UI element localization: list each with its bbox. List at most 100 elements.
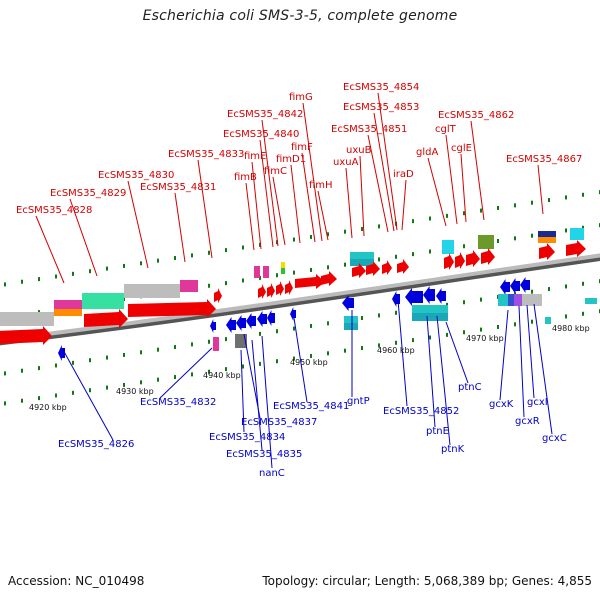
scale-label-4980: 4980 kbp [552,324,590,333]
gene-label-gcxK[interactable]: gcxK [489,399,514,410]
gene-label-uxuB[interactable]: uxuB [346,145,372,156]
feature-forward-arrow [295,274,325,289]
gene-label-gntP[interactable]: gntP [347,396,370,407]
feature-cyan-block [498,294,508,306]
feature-forward-arrow [366,261,380,276]
gene-label-ptnE[interactable]: ptnE [426,426,449,437]
gene-label-cglT[interactable]: cglT [435,124,457,135]
feature-reverse-arrow [500,279,510,295]
gene-label-EcSMS35_4830[interactable]: EcSMS35_4830 [98,170,174,181]
gene-label-EcSMS35_4840[interactable]: EcSMS35_4840 [223,129,299,140]
leader-line [197,159,213,259]
gene-label-fimG[interactable]: fimG [289,92,313,103]
reverse-gene-labels: EcSMS35_4826 EcSMS35_4832 EcSMS35_4834 E… [58,382,567,479]
feature-teal-block [350,259,374,266]
leader-line [251,339,263,451]
gene-label-fimB[interactable]: fimB [234,172,257,183]
scale-label-4930: 4930 kbp [116,387,154,396]
leader-line [61,347,114,441]
leader-line [69,198,98,277]
leader-line [345,167,353,239]
feature-forward-arrow [397,259,409,274]
track-dot-inner-bottom [361,316,363,321]
feature-teal-block [344,323,358,330]
track-dot-outer-bottom [72,390,74,395]
track-dot-inner-top [276,273,278,278]
track-dot-inner-bottom [4,371,6,376]
track-dot-outer-bottom [191,372,193,377]
track-dot-outer-bottom [208,369,210,374]
track-dot-inner-top [531,233,533,238]
gene-label-iraD[interactable]: iraD [393,169,414,180]
track-dot-outer-top [259,242,261,247]
track-dot-inner-bottom [208,339,210,344]
gene-label-EcSMS35_4852[interactable]: EcSMS35_4852 [383,406,459,417]
feature-forward-arrow [285,280,293,295]
gene-label-EcSMS35_4853[interactable]: EcSMS35_4853 [343,102,419,113]
gene-label-fimE[interactable]: fimE [244,151,266,162]
feature-pink-band [54,300,82,310]
track-dot-inner-top [463,244,465,249]
feature-pink-band [180,280,198,292]
leader-line [159,347,213,399]
track-dot-inner-bottom [565,284,567,289]
gene-label-EcSMS35_4862[interactable]: EcSMS35_4862 [438,110,514,121]
feature-pink-block [213,337,219,351]
gene-label-nanC[interactable]: nanC [259,468,285,479]
gene-label-fimH[interactable]: fimH [309,180,333,191]
gene-label-ptnK[interactable]: ptnK [441,444,465,455]
gene-label-ptnC[interactable]: ptnC [458,382,482,393]
track-dot-outer-bottom [378,343,380,348]
gene-label-EcSMS35_4832[interactable]: EcSMS35_4832 [140,397,216,408]
track-dot-outer-bottom [531,319,533,324]
map-title: Escherichia coli SMS-3-5, complete genom… [142,8,458,24]
gene-label-EcSMS35_4831[interactable]: EcSMS35_4831 [140,182,216,193]
gene-label-EcSMS35_4851[interactable]: EcSMS35_4851 [331,124,407,135]
track-dot-outer-bottom [38,396,40,401]
track-dot-outer-top [106,266,108,271]
gene-label-EcSMS35_4867[interactable]: EcSMS35_4867 [506,154,582,165]
track-dot-outer-top [225,248,227,253]
gene-label-gldA[interactable]: gldA [416,147,438,158]
track-dot-outer-top [38,277,40,282]
track-dot-outer-top [4,282,6,287]
gene-label-fimF[interactable]: fimF [291,142,313,153]
gene-label-EcSMS35_4834[interactable]: EcSMS35_4834 [209,432,285,443]
feature-forward-arrow [352,263,366,278]
track-dot-inner-top [293,270,295,275]
gene-label-fimC[interactable]: fimC [264,166,287,177]
track-dot-inner-bottom [174,345,176,350]
gene-label-EcSMS35_4837[interactable]: EcSMS35_4837 [241,417,317,428]
gene-label-uxuA[interactable]: uxuA [333,157,359,168]
gene-label-EcSMS35_4841[interactable]: EcSMS35_4841 [273,401,349,412]
gene-label-EcSMS35_4833[interactable]: EcSMS35_4833 [168,149,244,160]
gene-label-fimD1[interactable]: fimD1 [276,154,306,165]
leader-line [359,155,365,237]
gene-label-gcxR[interactable]: gcxR [515,416,540,427]
gene-label-EcSMS35_4842[interactable]: EcSMS35_4842 [227,109,303,120]
track-dot-inner-bottom [463,300,465,305]
gene-label-EcSMS35_4854[interactable]: EcSMS35_4854 [343,82,419,93]
gene-label-EcSMS35_4835[interactable]: EcSMS35_4835 [226,449,302,460]
gene-label-cglE[interactable]: cglE [451,143,472,154]
track-dot-outer-bottom [582,311,584,316]
scale-labels: 4920 kbp 4930 kbp 4940 kbp 4950 kbp 4960… [29,324,590,412]
feature-green-block [281,268,285,274]
track-dot-outer-top [89,269,91,274]
track-dot-outer-bottom [480,327,482,332]
track-dot-outer-bottom [497,324,499,329]
gene-label-EcSMS35_4829[interactable]: EcSMS35_4829 [50,188,126,199]
gene-label-EcSMS35_4826[interactable]: EcSMS35_4826 [58,439,134,450]
track-dot-outer-bottom [361,346,363,351]
track-dot-inner-bottom [72,360,74,365]
gene-label-gcxC[interactable]: gcxC [542,433,567,444]
scale-label-4940: 4940 kbp [203,371,241,380]
feature-cyan-block [412,305,448,313]
leader-line [526,304,535,399]
gene-label-EcSMS35_4828[interactable]: EcSMS35_4828 [16,205,92,216]
accession-text: Accession: NC_010498 [8,574,145,588]
track-dot-inner-top [514,236,516,241]
feature-teal-block [412,313,448,321]
gene-label-gcxI[interactable]: gcxI [527,397,548,408]
feature-cyan-block [350,252,374,259]
